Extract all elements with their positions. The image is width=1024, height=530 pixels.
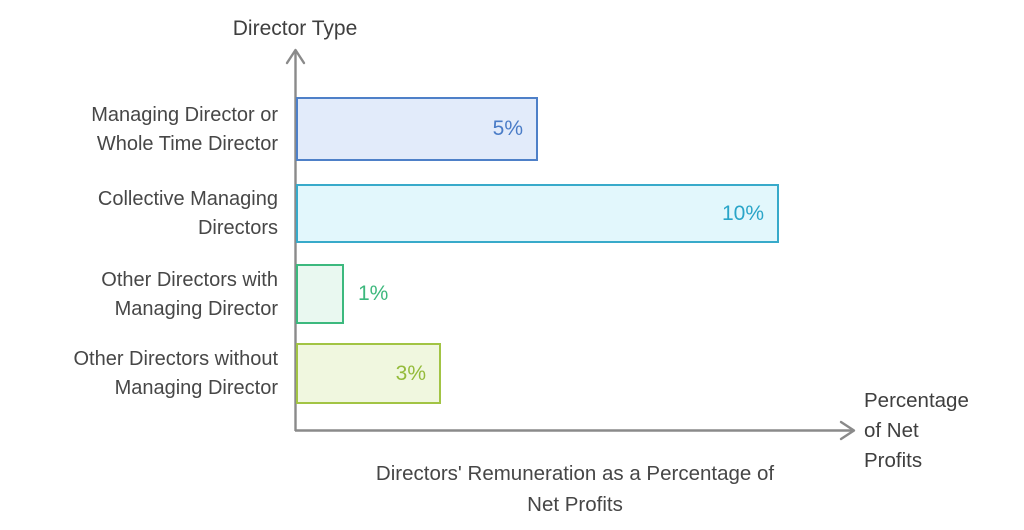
category-label-collective-managing: Collective Managing Directors xyxy=(98,185,278,243)
category-label-line: Managing Director or xyxy=(91,104,278,126)
chart-title-line: Directors' Remuneration as a Percentage … xyxy=(375,462,775,485)
category-label-line: Managing Director xyxy=(114,298,278,320)
category-label-other-without-md: Other Directors without Managing Directo… xyxy=(73,345,278,403)
x-axis-title-line: Percentage xyxy=(864,389,969,412)
bar-value-label: 1% xyxy=(358,282,389,305)
bar-other-with-md: 1% xyxy=(296,264,388,324)
bar-value-label: 5% xyxy=(492,117,523,140)
x-axis-arrowhead xyxy=(839,420,856,441)
y-axis-title: Director Type xyxy=(232,17,358,40)
x-axis-title-line: Profits xyxy=(864,449,923,472)
chart-title-line: Net Profits xyxy=(527,493,623,516)
x-axis-title: Percentage of Net Profits xyxy=(864,386,969,476)
bar-value-label: 10% xyxy=(721,201,764,225)
bar-managing-director: 5% xyxy=(296,97,538,161)
category-label-line: Whole Time Director xyxy=(96,133,278,155)
category-label-line: Other Directors with xyxy=(101,269,278,291)
bar-collective-managing: 10% xyxy=(296,184,779,243)
category-label-line: Managing Director xyxy=(114,377,278,399)
category-label-line: Collective Managing xyxy=(97,188,278,210)
category-label-line: Other Directors without xyxy=(73,348,278,370)
category-label-managing-director: Managing Director or Whole Time Director xyxy=(91,101,278,159)
category-label-other-with-md: Other Directors with Managing Director xyxy=(101,266,278,324)
bar-other-without-md: 3% xyxy=(296,343,441,404)
bar-value-label: 3% xyxy=(395,361,426,385)
category-label-line: Directors xyxy=(197,217,278,239)
x-axis-title-line: of Net xyxy=(864,419,919,442)
chart-title: Directors' Remuneration as a Percentage … xyxy=(275,458,875,520)
y-axis-arrowhead xyxy=(285,48,306,65)
